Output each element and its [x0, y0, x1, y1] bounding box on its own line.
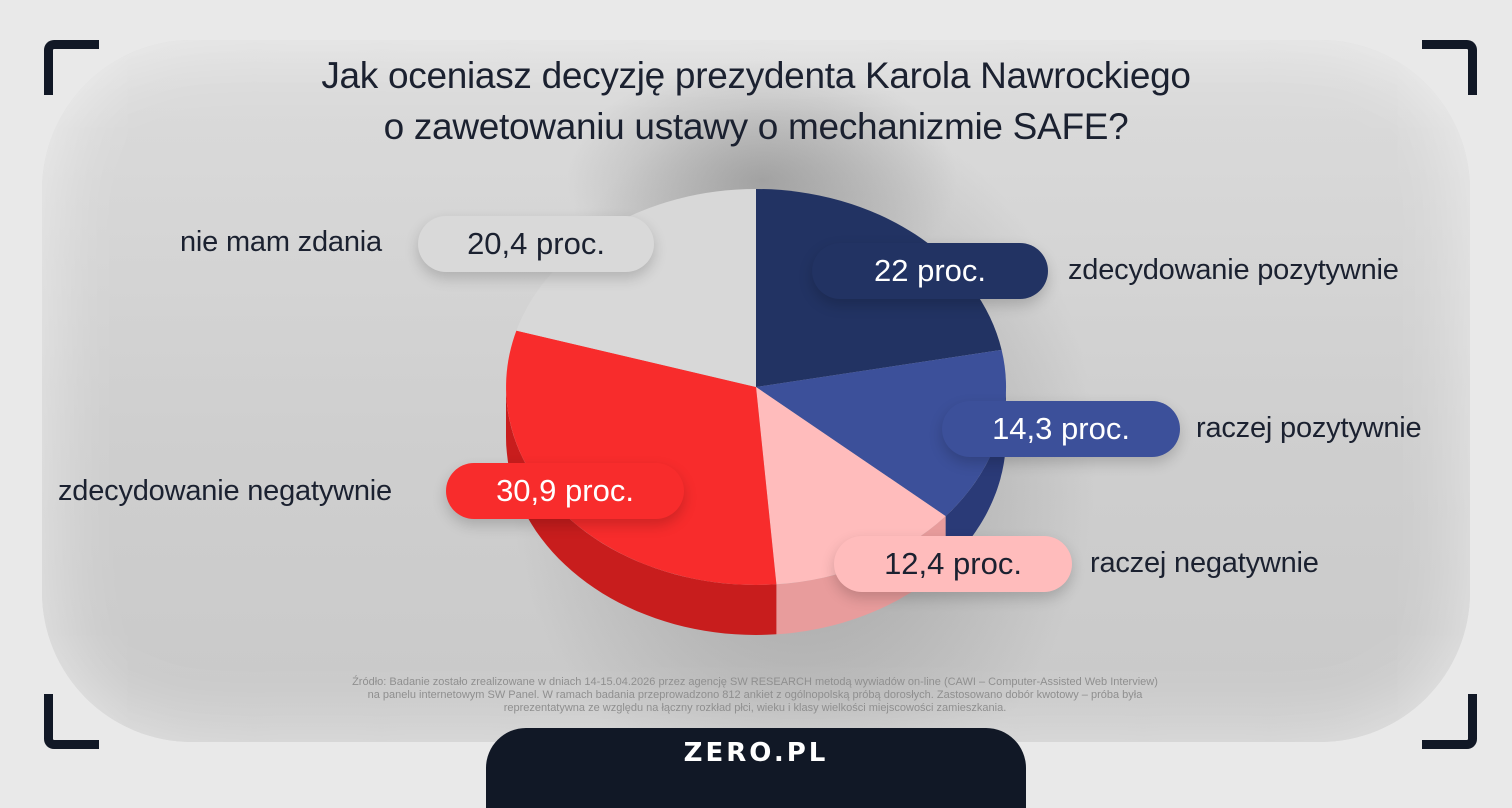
- source-note: Źródło: Badanie zostało zrealizowane w d…: [240, 676, 1270, 715]
- pie-chart: [506, 189, 1007, 635]
- label-raczej-pozytywnie: raczej pozytywnie: [1196, 412, 1422, 444]
- label-zdecydowanie-negatywnie: zdecydowanie negatywnie: [58, 475, 392, 507]
- pie-slice-nie-mam-zdania: [516, 189, 756, 387]
- chart-title-line-2: o zawetowaniu ustawy o mechanizmie SAFE?: [383, 106, 1129, 147]
- source-note-line-3: reprezentatywna ze względu na łączny roz…: [503, 702, 1007, 714]
- value-pill-nie-mam-zdania: 20,4 proc.: [418, 216, 654, 272]
- label-zdecydowanie-pozytywnie: zdecydowanie pozytywnie: [1068, 254, 1399, 286]
- chart-title: Jak oceniasz decyzję prezydenta Karola N…: [156, 50, 1356, 152]
- value-pill-zdecydowanie-pozytywnie: 22 proc.: [812, 243, 1048, 299]
- pie-slice-raczej-negatywnie: [756, 387, 946, 585]
- value-pill-raczej-negatywnie: 12,4 proc.: [834, 536, 1072, 592]
- zero-pl-logo: ZERO.PL: [683, 738, 829, 768]
- corner-bracket-bottom-left: [44, 694, 99, 749]
- corner-bracket-top-right: [1422, 40, 1477, 95]
- value-pill-zdecydowanie-negatywnie: 30,9 proc.: [446, 463, 684, 519]
- infographic: Jak oceniasz decyzję prezydenta Karola N…: [42, 40, 1477, 808]
- corner-bracket-bottom-right: [1422, 694, 1477, 749]
- label-raczej-negatywnie: raczej negatywnie: [1090, 547, 1319, 579]
- value-pill-raczej-pozytywnie: 14,3 proc.: [942, 401, 1180, 457]
- source-note-line-1: Źródło: Badanie zostało zrealizowane w d…: [352, 676, 1158, 688]
- pie-slice-raczej-pozytywnie: [756, 349, 1007, 517]
- pie-side-raczej-pozytywnie: [945, 387, 1006, 567]
- pie-slice-zdecydowanie-negatywnie: [506, 330, 777, 585]
- source-note-line-2: na panelu internetowym SW Panel. W ramac…: [367, 689, 1143, 701]
- label-nie-mam-zdania: nie mam zdania: [180, 226, 382, 258]
- chart-title-line-1: Jak oceniasz decyzję prezydenta Karola N…: [321, 55, 1191, 96]
- corner-bracket-top-left: [44, 40, 99, 95]
